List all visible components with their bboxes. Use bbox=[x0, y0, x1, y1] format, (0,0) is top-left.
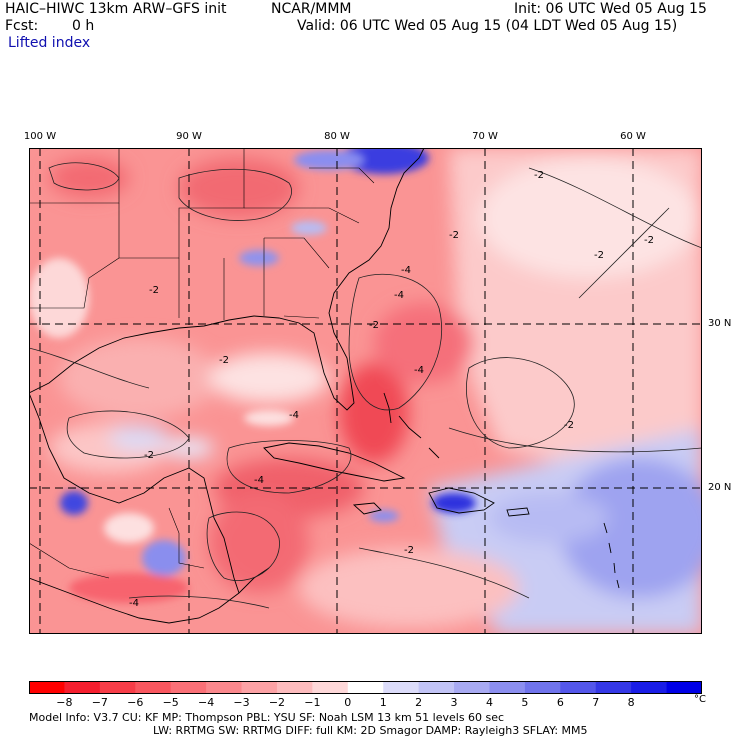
colorbar-swatch bbox=[170, 681, 207, 694]
contour-label: -4 bbox=[254, 475, 264, 486]
colorbar-swatch bbox=[383, 681, 420, 694]
lon-label-60w: 60 W bbox=[620, 131, 646, 142]
colorbar-tick-label: 0 bbox=[344, 696, 352, 709]
colorbar-tick-label: 2 bbox=[415, 696, 423, 709]
contour-labels: -2 -2 -2 -2 -4 -4 -4 -4 -4 -2 -2 -2 -2 -… bbox=[129, 170, 654, 609]
colorbar-swatch bbox=[666, 681, 702, 694]
model-info-line-2: LW: RRTMG SW: RRTMG DIFF: full KM: 2D Sm… bbox=[153, 724, 588, 737]
lat-label-30n: 30 N bbox=[708, 318, 732, 329]
colorbar-tick-label: 4 bbox=[485, 696, 493, 709]
coastlines bbox=[29, 148, 620, 624]
model-info-line-1: Model Info: V3.7 CU: KF MP: Thompson PBL… bbox=[29, 711, 505, 724]
colorbar-tick-label: −3 bbox=[233, 696, 250, 709]
contour-label: -4 bbox=[289, 410, 299, 421]
contour-label: -2 bbox=[369, 320, 379, 331]
colorbar bbox=[29, 681, 702, 694]
lifted-index-map: -2 -2 -2 -2 -4 -4 -4 -4 -4 -2 -2 -2 -2 -… bbox=[29, 148, 702, 634]
colorbar-tick-label: −1 bbox=[304, 696, 321, 709]
colorbar-tick-label: 6 bbox=[556, 696, 564, 709]
contour-label: -2 bbox=[564, 420, 574, 431]
contour-label: -4 bbox=[129, 598, 139, 609]
contour-label: -4 bbox=[394, 290, 404, 301]
colorbar-swatch bbox=[489, 681, 526, 694]
colorbar-tick-label: −4 bbox=[197, 696, 215, 709]
contour-label: -2 bbox=[219, 355, 229, 366]
contour-label: -2 bbox=[644, 235, 654, 246]
colorbar-swatch bbox=[64, 681, 101, 694]
colorbar-tick-label: 8 bbox=[627, 696, 635, 709]
lon-label-80w: 80 W bbox=[324, 131, 350, 142]
colorbar-swatch bbox=[99, 681, 136, 694]
colorbar-swatch bbox=[454, 681, 490, 694]
contour-label: -2 bbox=[594, 250, 604, 261]
colorbar-swatch bbox=[595, 681, 632, 694]
contour-label: -4 bbox=[401, 265, 411, 276]
contour-label: -2 bbox=[449, 230, 459, 241]
colorbar-tick-label: −5 bbox=[162, 696, 179, 709]
lon-label-90w: 90 W bbox=[176, 131, 202, 142]
colorbar-swatch bbox=[312, 681, 349, 694]
state-borders bbox=[29, 148, 375, 579]
colorbar-swatch bbox=[241, 681, 278, 694]
colorbar-tick-label: −2 bbox=[268, 696, 286, 709]
lon-label-100w: 100 W bbox=[23, 131, 57, 142]
lat-lon-grid bbox=[29, 148, 702, 634]
colorbar-tick-label: 5 bbox=[521, 696, 529, 709]
colorbar-tick-label: 1 bbox=[379, 696, 387, 709]
colorbar-unit: °C bbox=[694, 694, 706, 705]
colorbar-tick-label: −7 bbox=[91, 696, 108, 709]
colorbar-swatch bbox=[29, 681, 65, 694]
colorbar-swatch bbox=[418, 681, 455, 694]
contour-label: -2 bbox=[404, 545, 414, 556]
init-time: Init: 06 UTC Wed 05 Aug 15 bbox=[514, 1, 707, 17]
forecast-hours: 0 h bbox=[72, 18, 95, 34]
contour-label: -2 bbox=[149, 285, 159, 296]
valid-time: Valid: 06 UTC Wed 05 Aug 15 (04 LDT Wed … bbox=[297, 18, 678, 34]
model-title: HAIC–HIWC 13km ARW–GFS init bbox=[5, 1, 227, 17]
colorbar-tick-label: −6 bbox=[127, 696, 144, 709]
field-shading bbox=[49, 148, 702, 634]
contour-label: -4 bbox=[414, 365, 424, 376]
map-border bbox=[29, 148, 702, 634]
field-name: Lifted index bbox=[8, 35, 91, 51]
colorbar-tick-label: −8 bbox=[56, 696, 73, 709]
colorbar-swatch bbox=[524, 681, 561, 694]
colorbar-swatch bbox=[631, 681, 668, 694]
lon-label-70w: 70 W bbox=[472, 131, 498, 142]
colorbar-swatch bbox=[206, 681, 243, 694]
org-label: NCAR/MMM bbox=[271, 1, 352, 17]
colorbar-tick-label: 3 bbox=[450, 696, 458, 709]
colorbar-swatch bbox=[347, 681, 384, 694]
lat-label-20n: 20 N bbox=[708, 482, 732, 493]
contour-label: -2 bbox=[144, 450, 154, 461]
forecast-label: Fcst: bbox=[5, 18, 39, 34]
field-detail bbox=[29, 148, 476, 603]
colorbar-tick-label: 7 bbox=[592, 696, 600, 709]
colorbar-swatch bbox=[135, 681, 172, 694]
colorbar-swatch bbox=[560, 681, 597, 694]
contour-label: -2 bbox=[534, 170, 544, 181]
colorbar-swatch bbox=[276, 681, 313, 694]
contour-lines bbox=[29, 162, 702, 609]
